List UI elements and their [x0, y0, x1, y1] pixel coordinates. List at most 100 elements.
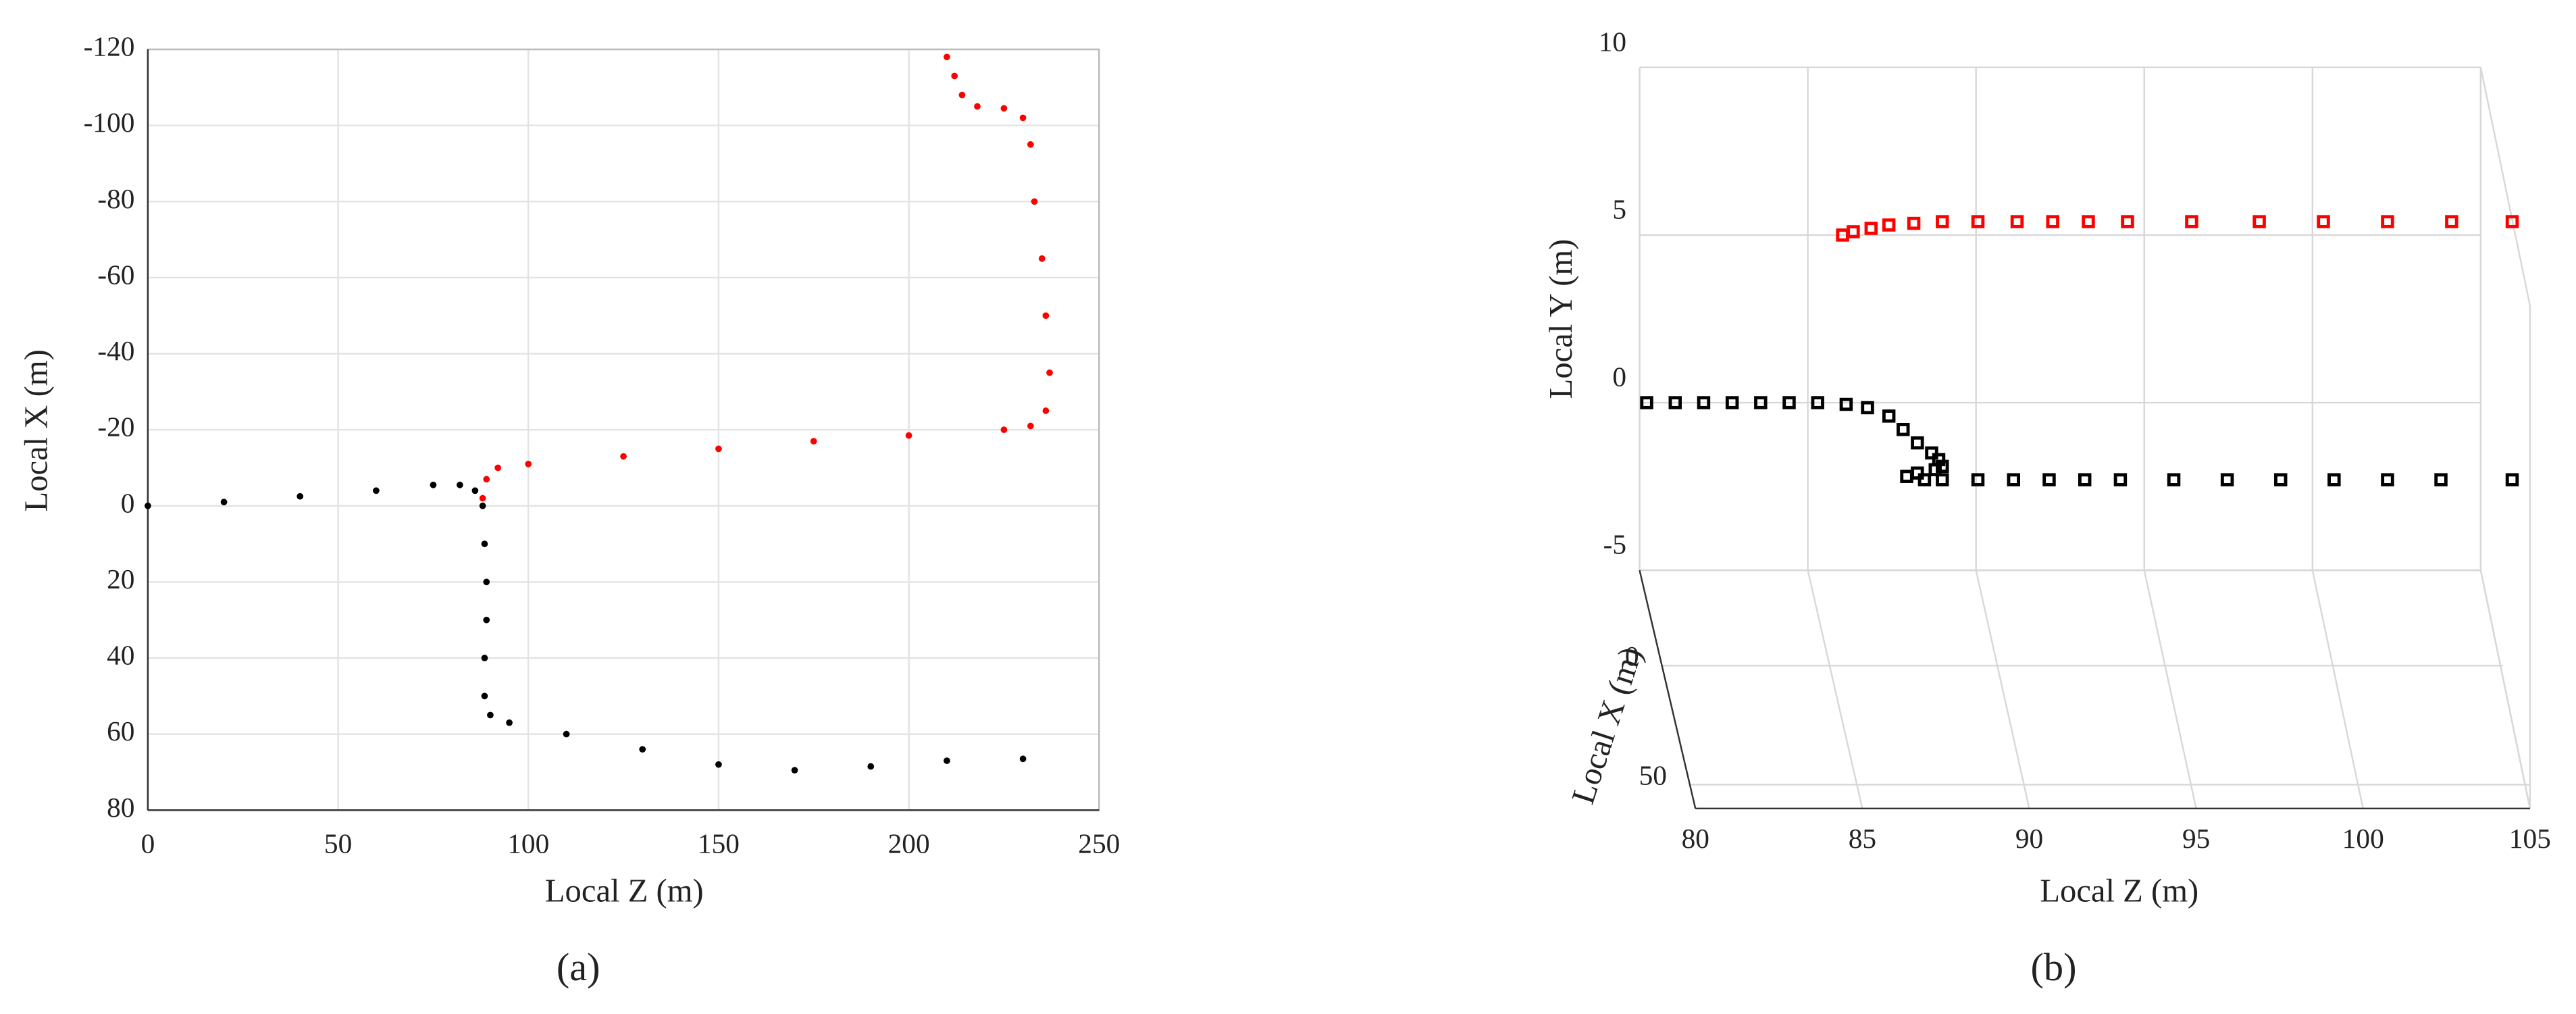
grid-line — [1807, 569, 1863, 809]
x-axis-label: Local Z (m) — [545, 872, 704, 909]
caption: (a) — [557, 945, 600, 989]
point — [483, 616, 490, 624]
x-tick-label: 200 — [888, 828, 930, 859]
point — [2505, 215, 2519, 228]
y-axis-label: Local X (m) — [18, 349, 55, 511]
point — [1847, 225, 1860, 238]
x-tick-label: 150 — [698, 828, 740, 859]
x-tick-label: 95 — [2182, 823, 2210, 854]
z-tick-label: 50 — [1639, 759, 1667, 790]
x-tick-label: 90 — [2015, 823, 2043, 854]
x-tick-label: 105 — [2509, 823, 2551, 854]
point — [1027, 141, 1034, 148]
point — [1027, 422, 1034, 430]
point — [483, 476, 490, 483]
point — [481, 655, 488, 661]
y-tick-label: 60 — [107, 715, 134, 746]
y-tick-label: 5 — [1612, 193, 1626, 224]
point — [2167, 473, 2181, 486]
point — [1019, 114, 1027, 122]
point — [1936, 215, 1949, 228]
point — [1900, 470, 1913, 483]
point — [471, 487, 479, 495]
point — [620, 453, 627, 460]
point — [2505, 473, 2519, 486]
grid-line — [2479, 569, 2531, 809]
point — [1925, 446, 1938, 460]
point — [1640, 396, 1653, 409]
point — [2046, 215, 2059, 228]
point — [2185, 215, 2198, 228]
point — [1839, 397, 1853, 411]
point — [1971, 473, 1985, 486]
point — [2445, 215, 2458, 228]
point — [1971, 215, 1985, 228]
point — [2042, 473, 2056, 486]
point — [2252, 215, 2266, 228]
y-tick-label: 0 — [1612, 361, 1626, 392]
x-tick-label: 80 — [1682, 823, 1709, 854]
point — [456, 481, 463, 488]
point — [2121, 215, 2134, 228]
grid-line — [1975, 569, 2030, 809]
point — [479, 502, 486, 509]
point — [1668, 396, 1682, 409]
point — [479, 495, 486, 502]
point — [145, 502, 151, 509]
point — [430, 481, 437, 488]
point — [481, 540, 488, 547]
point — [2220, 473, 2234, 486]
point — [1019, 755, 1027, 763]
point — [944, 53, 950, 61]
z-tick-label: 0 — [1625, 640, 1639, 671]
y-tick-label: 10 — [1599, 26, 1626, 57]
point — [2327, 473, 2341, 486]
x-tick-label: 85 — [1849, 823, 1876, 854]
point — [1911, 436, 1924, 450]
point — [715, 761, 722, 768]
point — [2381, 473, 2394, 486]
y-tick-label: 80 — [107, 792, 134, 823]
y-tick-label: -5 — [1603, 529, 1626, 560]
y-tick-label: 40 — [107, 640, 134, 671]
point — [958, 91, 966, 99]
x-tick-label: 0 — [141, 828, 155, 859]
y-tick-label: -20 — [97, 411, 134, 442]
point — [2082, 215, 2095, 228]
point — [867, 763, 875, 770]
point — [810, 438, 817, 445]
point — [2274, 473, 2288, 486]
point — [494, 464, 502, 472]
point — [297, 492, 304, 500]
y-tick-label: 20 — [107, 563, 134, 594]
y-tick-label: -80 — [97, 183, 134, 214]
point — [1811, 396, 1824, 409]
caption: (b) — [2030, 945, 2076, 989]
x-axis-label: Local Z (m) — [2040, 872, 2198, 909]
point — [1882, 409, 1896, 423]
point — [2007, 473, 2020, 486]
point — [639, 746, 646, 753]
point — [2078, 473, 2092, 486]
point — [1754, 396, 1768, 409]
point — [220, 499, 228, 506]
point — [525, 460, 532, 467]
x-tick-label: 100 — [2342, 823, 2384, 854]
point — [1917, 473, 1932, 486]
point — [1042, 312, 1050, 320]
point — [1861, 401, 1874, 415]
point — [1697, 396, 1711, 409]
point — [373, 487, 380, 495]
point — [1782, 396, 1796, 409]
y-tick-label: -60 — [97, 259, 134, 290]
point — [1928, 463, 1942, 477]
x-tick-label: 100 — [507, 828, 549, 859]
point — [2317, 215, 2330, 228]
point — [2113, 473, 2128, 486]
point — [481, 692, 488, 700]
y-axis-label: Local Y (m) — [1543, 239, 1579, 399]
point — [944, 757, 950, 764]
point — [791, 767, 798, 774]
